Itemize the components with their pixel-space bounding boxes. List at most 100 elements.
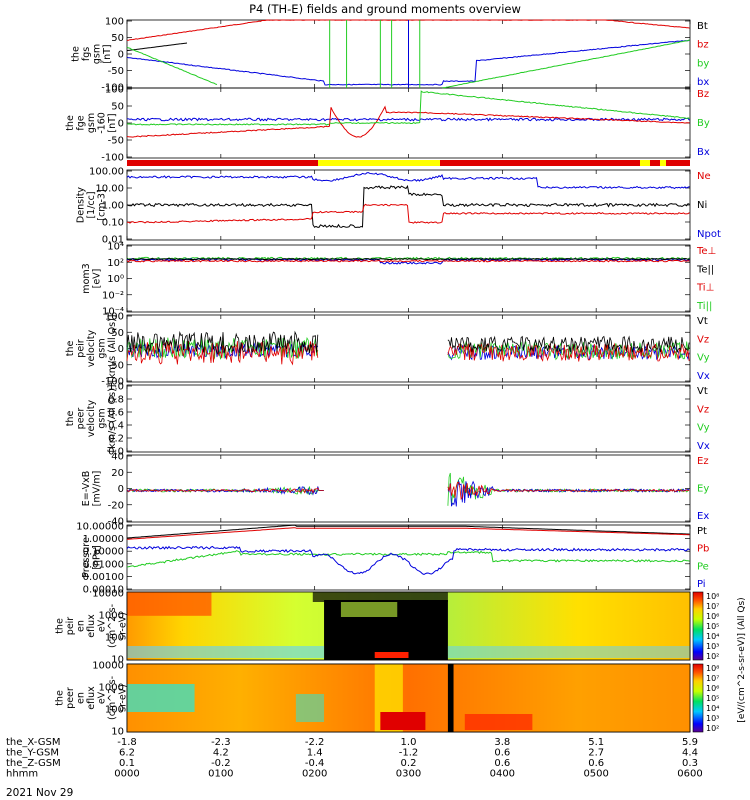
y-tick-label: 1.0 <box>108 382 124 393</box>
y-tick-label: 100 <box>105 85 124 96</box>
y-axis-label: (cm^2-s- <box>107 604 118 648</box>
y-axis-label: [km/s (All Qs)] <box>107 315 118 383</box>
legend-entry: Vt <box>697 316 708 327</box>
y-tick-label: -100 <box>101 83 124 94</box>
x-tick-label: 4.2 <box>213 748 229 759</box>
legend-entry: Ti|| <box>696 301 712 312</box>
legend-entry: Vx <box>697 441 710 452</box>
y-tick-label: 0.01000 <box>83 559 124 570</box>
y-tick-label: 100 <box>105 17 124 28</box>
y-axis-label: the <box>65 115 76 131</box>
x-tick-label: 5.9 <box>682 737 698 748</box>
y-axis-label: [km/s (All Qs)] <box>107 385 118 453</box>
y-tick-label: 50 <box>111 33 124 44</box>
y-axis-label: the <box>55 690 66 706</box>
colorbar-tick-label: 10² <box>706 652 719 661</box>
y-tick-label: -50 <box>108 136 124 147</box>
y-axis-label: [nT] <box>107 113 118 132</box>
y-tick-label: 10.00000 <box>76 522 124 533</box>
legend-entry: By <box>697 118 710 129</box>
y-tick-label: 10⁴ <box>107 242 124 253</box>
y-tick-label: 10.00 <box>95 184 124 195</box>
colorbar-tick-label: 10⁷ <box>706 602 719 611</box>
legend-entry: by <box>697 58 709 69</box>
legend-entry: bz <box>697 40 709 51</box>
x-row-label: the_Z-GSM <box>6 758 61 769</box>
y-axis-label: the <box>65 411 76 427</box>
colorbar-tick-label: 10⁶ <box>706 612 719 621</box>
date-label: 2021 Nov 29 <box>6 787 73 799</box>
series-Bt <box>126 42 188 52</box>
x-tick-label: -2.3 <box>211 737 231 748</box>
legend-entry: Pb <box>697 544 709 555</box>
y-axis-label: Pressure <box>81 537 92 578</box>
series-Pt <box>126 524 690 539</box>
y-axis-label: [nPa] <box>91 545 102 570</box>
colorbar-tick-label: 10³ <box>706 714 719 723</box>
colorbar-label: [eV/(cm^2-s-sr-eV)] (All Qs) <box>737 597 747 722</box>
y-axis-label: eV <box>97 619 108 632</box>
panel-frame <box>126 524 691 591</box>
legend-entry: Bz <box>697 89 709 100</box>
series-Bz <box>126 105 690 138</box>
y-axis-label: gsm <box>91 44 102 64</box>
x-tick-label: 0.6 <box>588 758 604 769</box>
legend-entry: Pt <box>697 526 707 537</box>
legend-entry: Ni <box>697 200 707 211</box>
series-Te-par <box>126 258 690 261</box>
y-tick-label: -100 <box>101 153 124 164</box>
y-axis-label: the <box>55 618 66 634</box>
y-axis-label: peer <box>65 687 76 709</box>
y-tick-label: 20 <box>111 468 124 479</box>
y-axis-label: en <box>76 620 87 632</box>
panel-4: 10⁴ 10² 10⁰ 10⁻² 10⁻⁴ mom3 [eV] Te⊥ Te|| Ti⊥ Ti|| <box>81 242 717 318</box>
series-Ez-late <box>447 481 690 500</box>
legend-entry: Bt <box>697 21 708 32</box>
y-axis-label: peir <box>65 617 76 636</box>
x-axis-labels: the_X-GSM -1.8 -2.3 -2.2 1.0 3.8 5.1 5.9 the_Y-G… <box>6 737 703 780</box>
y-tick-label: -100 <box>101 377 124 388</box>
colorbar-electron <box>692 663 704 733</box>
series-Vz-late <box>447 342 690 362</box>
y-axis-label: peir <box>76 339 87 358</box>
y-tick-label: 1000 <box>99 611 124 622</box>
y-tick-label: 10⁻⁴ <box>102 307 124 318</box>
y-tick-label: 10 <box>111 727 124 738</box>
y-tick-label: 100.00 <box>89 167 124 178</box>
x-tick-label: -0.4 <box>305 758 325 769</box>
panel-frame <box>126 454 691 523</box>
y-tick-label: 0.0 <box>108 447 124 458</box>
y-tick-label: 40 <box>111 452 124 463</box>
series-by <box>126 46 218 85</box>
y-axis-label: sr-eV) <box>118 612 129 640</box>
y-tick-label: -40 <box>108 517 124 528</box>
y-axis-label: peer <box>76 408 87 430</box>
legend-entry: Vt <box>697 386 708 397</box>
x-tick-label: 0500 <box>583 769 608 780</box>
legend-entry: Vx <box>697 371 710 382</box>
x-tick-label: 5.1 <box>588 737 604 748</box>
x-tick-label: 1.0 <box>401 737 417 748</box>
x-tick-label: 0400 <box>490 769 515 780</box>
x-row-label: the_X-GSM <box>6 737 60 748</box>
y-axis-label: [nT] <box>102 44 113 63</box>
y-tick-label: -20 <box>108 500 124 511</box>
legend-entry: Vz <box>697 404 709 415</box>
panel-7-series <box>126 472 690 507</box>
y-tick-label: 0.01 <box>102 235 124 246</box>
series-Vt-late <box>447 335 690 353</box>
y-axis-label: sr-eV) <box>118 684 129 712</box>
y-axis-label: gsm <box>97 408 108 428</box>
x-tick-label: 0.1 <box>119 758 135 769</box>
panel-frame <box>126 384 691 453</box>
y-axis-label: the <box>70 46 81 62</box>
y-axis-label: [1/cc] <box>86 191 97 218</box>
y-tick-label: 0.00100 <box>83 572 124 583</box>
y-axis-label: velocity <box>86 400 97 438</box>
y-tick-label: -50 <box>108 360 124 371</box>
y-tick-label: 0.6 <box>108 408 124 419</box>
y-axis-label: eflux <box>86 686 97 710</box>
y-tick-label: 50 <box>111 102 124 113</box>
plot-title: P4 (TH-E) fields and ground moments over… <box>249 2 521 16</box>
